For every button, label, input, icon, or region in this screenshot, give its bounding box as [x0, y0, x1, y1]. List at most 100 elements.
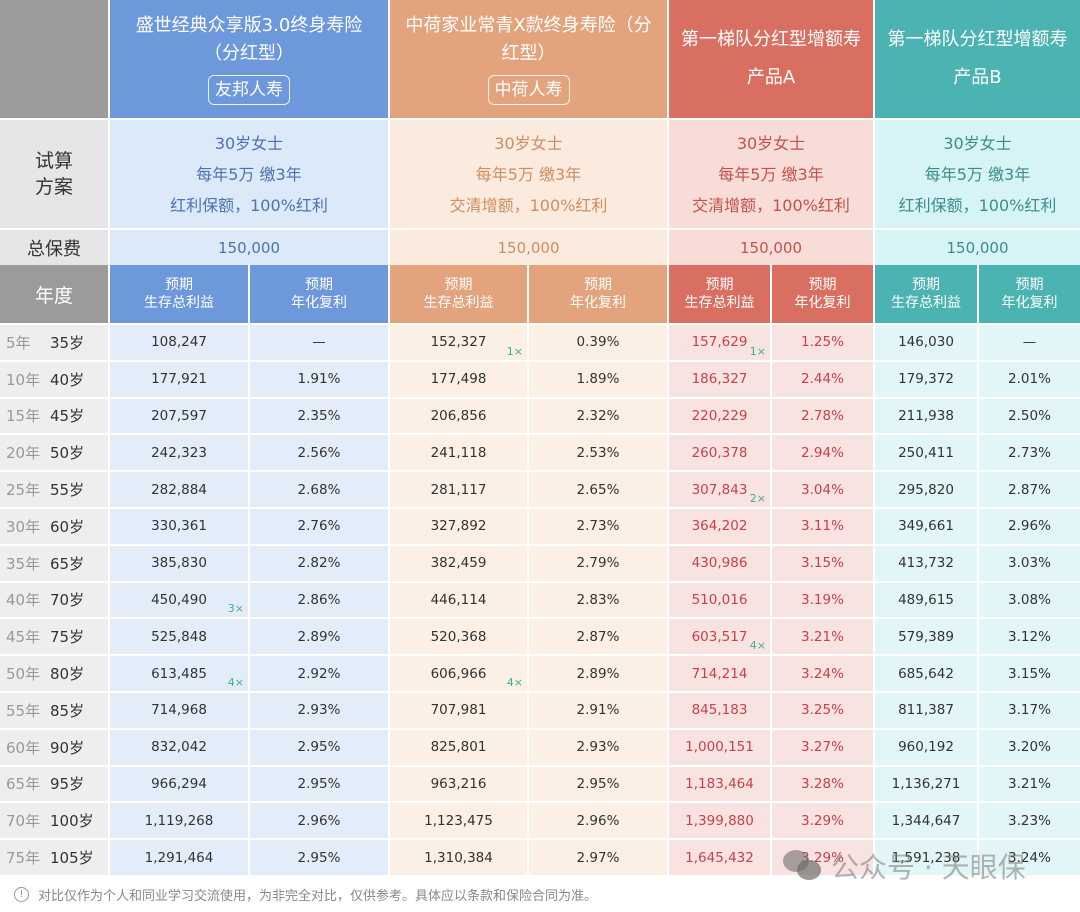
- dividend-option: 交清增额，100%红利: [692, 195, 850, 215]
- benefit-value: 685,642: [873, 656, 977, 691]
- value-text: 186,327: [691, 371, 748, 388]
- irr-value: 2.01%: [977, 361, 1080, 397]
- value-text: 707,981: [430, 702, 487, 719]
- value-text: 2.35%: [297, 407, 341, 424]
- value-text: 2.79%: [576, 555, 620, 572]
- benefit-value: 825,801: [388, 729, 527, 765]
- multiple-badge: 4×: [227, 675, 244, 689]
- irr-value: 2.93%: [527, 729, 667, 765]
- value-text: 413,732: [898, 555, 954, 572]
- col-header-line: 预期: [912, 277, 940, 293]
- payment-plan: 每年5万 缴3年: [924, 164, 1031, 184]
- value-text: 2.96%: [297, 812, 341, 829]
- benefit-value: 1,291,464: [108, 840, 248, 875]
- insured-person: 30岁女士: [494, 133, 563, 153]
- scheme-row: 试算 方案 30岁女士 每年5万 缴3年 红利保额，100%红利 30岁女士 每…: [0, 118, 1080, 228]
- corner-cell: [0, 0, 108, 118]
- product-subtitle: （分红型）: [204, 43, 294, 64]
- value-text: 295,820: [898, 481, 954, 498]
- value-text: 3.20%: [1008, 739, 1051, 756]
- value-text: 525,848: [151, 628, 207, 645]
- policy-year: 35年: [6, 554, 41, 573]
- benefit-value: 1,399,880: [667, 803, 770, 839]
- year-age-cell: 30年 60岁: [0, 508, 108, 544]
- value-text: 2.87%: [1008, 481, 1051, 498]
- table-row: 20年 50岁 242,323 2.56% 241,118 2.53% 260,…: [0, 433, 1080, 471]
- value-text: 2.95%: [297, 849, 341, 866]
- irr-value: 3.24%: [977, 840, 1080, 875]
- col-header-line: 预期: [808, 277, 837, 293]
- year-age-cell: 10年 40岁: [0, 361, 108, 397]
- irr-value: 2.87%: [527, 619, 667, 655]
- value-text: 3.08%: [1008, 591, 1051, 608]
- table-row: 75年 105岁 1,291,464 2.95% 1,310,384 2.97%…: [0, 838, 1080, 875]
- value-text: 963,216: [430, 775, 487, 792]
- info-circle-icon: !: [14, 886, 29, 902]
- benefit-value: 207,597: [108, 398, 248, 434]
- year-age-cell: 60年 90岁: [0, 729, 108, 765]
- irr-value: 2.73%: [527, 508, 667, 544]
- benefit-value: 707,981: [388, 692, 527, 728]
- benefit-value: 510,016: [667, 582, 770, 618]
- value-text: 3.25%: [801, 702, 844, 719]
- total-premium-label: 总保费: [0, 230, 108, 265]
- col-header-line: 年化复利: [794, 295, 851, 311]
- product-subtitle: 产品B: [953, 67, 1002, 88]
- value-text: 3.03%: [1008, 555, 1051, 572]
- col-header-line: 年化复利: [291, 295, 347, 311]
- value-text: 2.01%: [1008, 371, 1051, 388]
- total-premium-2: 150,000: [388, 230, 667, 265]
- insured-age: 90岁: [50, 738, 85, 757]
- benefit-value: 579,389: [873, 619, 977, 655]
- irr-value: 3.24%: [770, 656, 873, 691]
- irr-value: 2.73%: [977, 435, 1080, 471]
- total-premium-1: 150,000: [108, 230, 388, 265]
- benefit-value: 385,830: [108, 545, 248, 581]
- irr-value: 2.87%: [977, 472, 1080, 507]
- benefit-value: 1,000,151: [667, 729, 770, 765]
- multiple-badge: 3×: [227, 602, 244, 616]
- value-text: 2.78%: [801, 407, 844, 424]
- value-text: 2.91%: [576, 702, 620, 719]
- policy-year: 55年: [6, 701, 41, 720]
- policy-year: 25年: [6, 481, 41, 500]
- value-text: 250,411: [898, 444, 954, 461]
- col-header-line: 预期: [1015, 277, 1044, 293]
- benefit-value: 220,229: [667, 398, 770, 434]
- col-header-line: 年化复利: [1001, 295, 1058, 311]
- insured-age: 70岁: [50, 591, 85, 610]
- irr-value: 3.25%: [770, 692, 873, 728]
- col-header-line: 生存总利益: [423, 295, 494, 311]
- irr-value: 3.03%: [977, 545, 1080, 581]
- benefit-value: 242,323: [108, 435, 248, 471]
- scheme-cell-1: 30岁女士 每年5万 缴3年 红利保额，100%红利: [108, 120, 388, 228]
- value-text: 206,856: [430, 407, 487, 424]
- benefit-value: 186,327: [667, 361, 770, 397]
- benefit-value: 349,661: [873, 508, 977, 544]
- benefit-value: 845,183: [667, 692, 770, 728]
- product-name: 盛世经典众享版3.0终身寿险: [135, 15, 363, 36]
- value-text: 2.94%: [801, 444, 844, 461]
- col-header-line: 预期: [705, 277, 734, 293]
- irr-value: 3.04%: [770, 472, 873, 507]
- benefit-value: 1,344,647: [873, 803, 977, 839]
- value-text: 1,183,464: [685, 775, 754, 792]
- value-text: 1,123,475: [424, 812, 493, 829]
- irr-value: 2.97%: [527, 840, 667, 875]
- insured-person: 30岁女士: [943, 133, 1012, 153]
- table-row: 25年 55岁 282,884 2.68% 281,117 2.65% 307,…: [0, 470, 1080, 507]
- policy-year: 5年: [6, 333, 31, 352]
- irr-value: 2.94%: [770, 435, 873, 471]
- benefit-value: 177,921: [108, 361, 248, 397]
- value-text: 2.93%: [297, 702, 341, 719]
- scheme-cell-2: 30岁女士 每年5万 缴3年 交清增额，100%红利: [388, 120, 667, 228]
- irr-value: —: [248, 325, 388, 360]
- table-row: 65年 95岁 966,294 2.95% 963,216 2.95% 1,18…: [0, 764, 1080, 802]
- irr-value: 2.95%: [248, 729, 388, 765]
- irr-value: 2.89%: [527, 656, 667, 691]
- irr-value: 2.53%: [527, 435, 667, 471]
- irr-value: 3.11%: [770, 508, 873, 544]
- col-header-irr: 预期 年化复利: [527, 265, 667, 323]
- benefit-value: 1,123,475: [388, 803, 527, 839]
- value-text: 152,327: [430, 334, 487, 351]
